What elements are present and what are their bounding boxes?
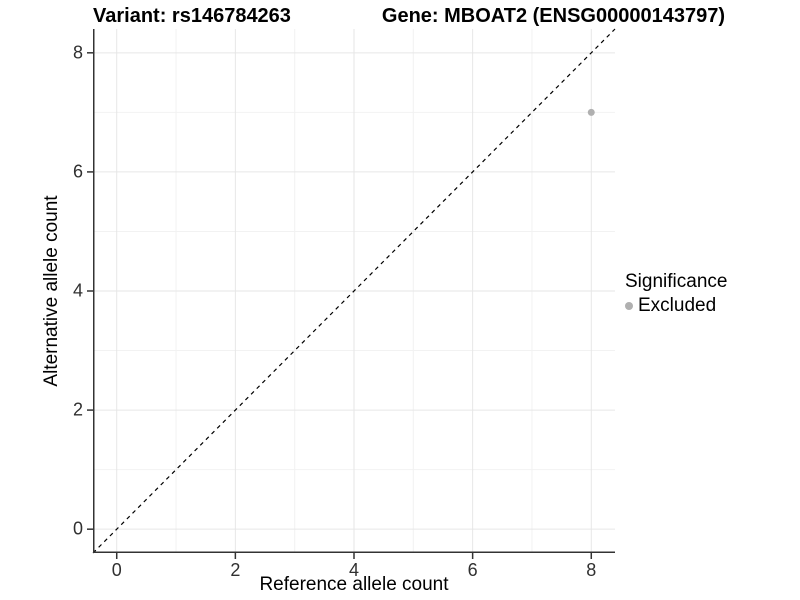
x-tick-label: 8 (586, 560, 597, 580)
plot-panel (87, 28, 616, 559)
gene-title: Gene: MBOAT2 (ENSG00000143797) (381, 5, 725, 27)
y-tick-label: 6 (72, 161, 83, 182)
x-tick-label: 0 (111, 560, 122, 580)
legend-title: Significance (625, 271, 728, 292)
y-tick-label: 4 (72, 280, 83, 301)
legend-item: Excluded (625, 295, 727, 317)
legend-items: Excluded (625, 295, 727, 317)
plot-titles: Variant: rs146784263 Gene: MBOAT2 (ENSG0… (93, 5, 725, 28)
y-tick-label: 0 (72, 518, 83, 539)
y-tick-label: 2 (72, 399, 83, 420)
plot-canvas (87, 28, 616, 559)
data-point (587, 108, 595, 116)
x-tick-label: 4 (348, 560, 360, 580)
legend: Significance Excluded (625, 271, 727, 317)
x-tick-label: 6 (467, 560, 478, 580)
legend-point-icon (625, 302, 633, 310)
x-axis-label: Reference allele count (259, 574, 449, 595)
identity-dashed-line (92, 28, 616, 554)
variant-title: Variant: rs146784263 (93, 5, 291, 27)
x-tick-label: 2 (230, 560, 241, 580)
legend-item-label: Excluded (638, 295, 717, 316)
y-axis-label: Alternative allele count (41, 195, 62, 387)
y-tick-label: 8 (72, 42, 83, 63)
